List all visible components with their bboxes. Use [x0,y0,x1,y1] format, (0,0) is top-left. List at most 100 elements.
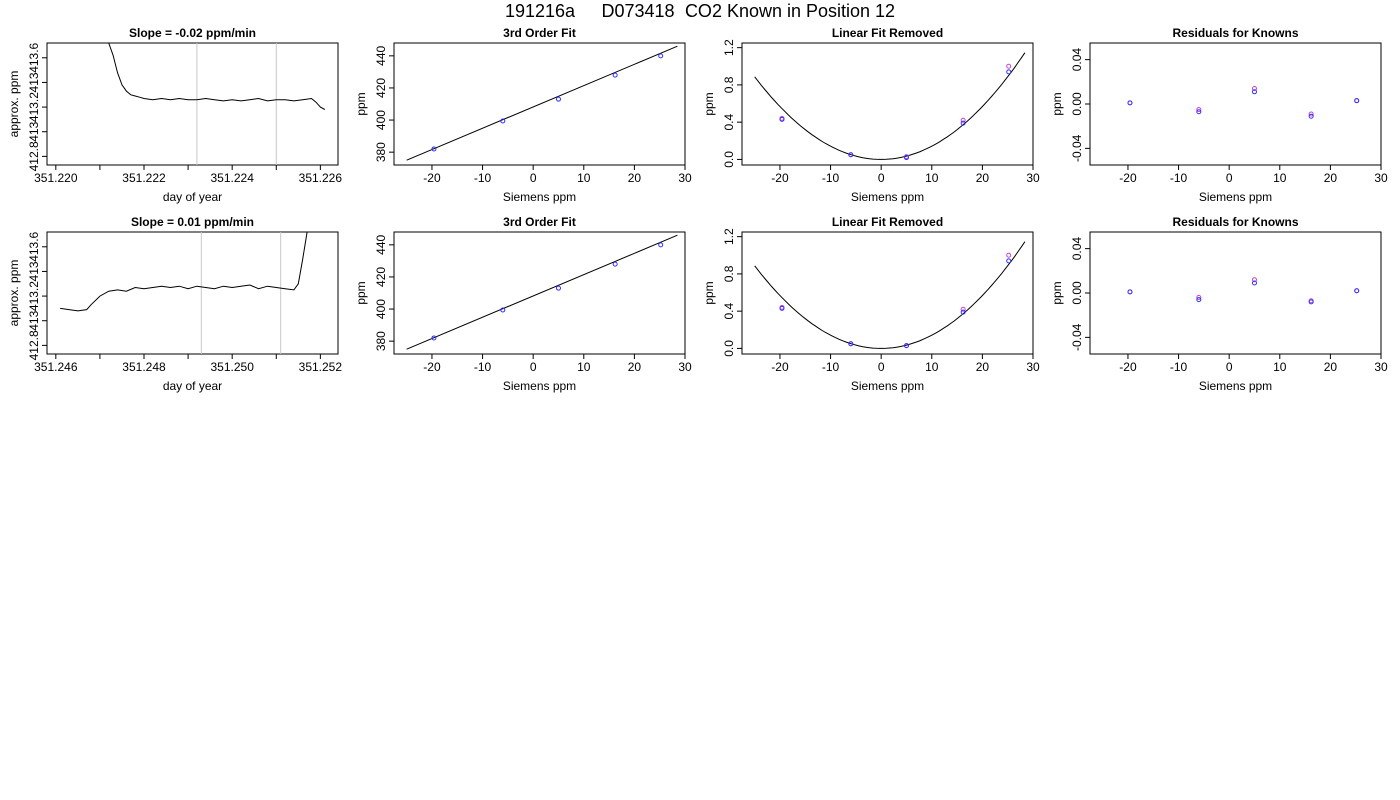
y-tick-label: 0.0 [722,340,736,357]
known-point-a [779,305,785,311]
y-tick-label: 412.8 [27,141,41,171]
plot-frame [46,231,339,355]
known-point-a [1006,69,1012,75]
x-tick-label: -20 [423,171,441,185]
x-tick-label: 0 [878,360,885,374]
known-point [431,335,437,341]
x-tick-label: -10 [474,360,492,374]
x-tick-label: 10 [1273,171,1287,185]
x-axis-label: Siemens ppm [1199,190,1272,204]
x-tick-label: 10 [577,171,591,185]
x-tick-label: 10 [925,360,939,374]
x-tick-label: 10 [1273,360,1287,374]
known-point [431,146,437,152]
x-axis-label: Siemens ppm [503,190,576,204]
known-point-a [1354,98,1360,104]
y-axis-label: ppm [702,92,716,115]
panel-r1c2: 3rd Order Fit -20 -10 0 10 20 30 Siemens ppm 380… [354,26,692,204]
y-tick-label: 413.2 [27,281,41,311]
y-tick-label: 413 [27,121,41,141]
main-title-desc: CO2 Known in Position 12 [685,1,895,21]
known-point [555,285,561,291]
panel-title: Residuals for Knowns [1172,215,1298,229]
known-point-a [1354,288,1360,294]
x-tick-label: 351.222 [122,171,166,185]
fit-line [406,234,678,350]
panel-r1c1: Slope = -0.02 ppm/min 351.220 351.222 351.2… [7,26,342,204]
x-tick-label: -10 [1170,171,1188,185]
x-tick-label: 20 [976,171,990,185]
x-tick-label: 351.220 [34,171,78,185]
known-point-a [1308,113,1314,119]
plot-frame [1089,231,1382,355]
y-axis-label: ppm [1050,92,1064,115]
x-tick-label: 351.248 [122,360,166,374]
x-axis-label: Siemens ppm [851,379,924,393]
y-tick-label: 413 [27,72,41,92]
panel-r2c2: 3rd Order Fit -20 -10 0 10 20 30 Siemens ppm 380… [354,215,692,393]
y-tick-label: 440 [374,46,388,66]
panel-title: Residuals for Knowns [1172,26,1298,40]
fit-line [406,45,678,161]
x-tick-label: 20 [628,171,642,185]
x-tick-label: 0 [1226,360,1233,374]
known-point [658,53,664,59]
y-tick-label: -0.04 [1070,134,1084,162]
known-point-a [1251,89,1257,95]
known-point [658,242,664,248]
ppm-trace-line [60,232,308,312]
plot-frame [1089,42,1382,166]
panel-title: Linear Fit Removed [832,26,943,40]
plot-area [108,43,326,165]
x-tick-label: -10 [822,360,840,374]
plot-frame [393,42,686,166]
known-point-b [1196,107,1202,113]
x-axis-label: Siemens ppm [1199,379,1272,393]
x-tick-label: 351.226 [299,171,343,185]
x-tick-label: 20 [1324,171,1338,185]
plot-frame [741,42,1034,166]
x-tick-label: 30 [1374,360,1388,374]
panel-title: Slope = 0.01 ppm/min [131,215,254,229]
x-tick-label: 30 [678,171,692,185]
plot-area [754,52,1026,160]
fit-curve-line [754,52,1026,160]
known-point-a [903,343,909,349]
known-point-b [960,117,966,123]
y-axis-label: ppm [702,281,716,304]
x-tick-label: 20 [1324,360,1338,374]
plot-area [60,232,308,354]
x-tick-label: -10 [1170,360,1188,374]
x-tick-label: -20 [1119,171,1137,185]
known-point-a [1308,299,1314,305]
known-point-a [960,120,966,126]
y-axis-label: ppm [354,281,368,304]
known-point [555,96,561,102]
x-tick-label: 351.224 [210,171,254,185]
y-tick-label: 380 [374,142,388,162]
main-title-run: 191216a [505,1,576,21]
x-tick-label: 30 [1374,171,1388,185]
main-title-id: D073418 [601,1,674,21]
plot-area [406,234,678,350]
x-tick-label: 351.252 [299,360,343,374]
plot-area [406,45,678,161]
x-tick-label: 351.250 [210,360,254,374]
y-tick-label: 420 [374,267,388,287]
known-point-a [1127,289,1133,295]
x-tick-label: 0 [1226,171,1233,185]
x-tick-label: -20 [1119,360,1137,374]
known-point-a [779,116,785,122]
known-point [612,261,618,267]
y-tick-label: -0.04 [1070,323,1084,351]
panel-title: Linear Fit Removed [832,215,943,229]
known-point-b [1308,111,1314,117]
y-axis-label: ppm [1050,281,1064,304]
x-tick-label: 0 [530,360,537,374]
x-tick-label: 0 [530,171,537,185]
x-tick-label: 10 [925,171,939,185]
y-tick-label: 1.2 [722,228,736,245]
x-axis-label: day of year [163,190,222,204]
y-axis-label: approx. ppm [7,71,21,138]
panels: Slope = -0.02 ppm/min 351.220 351.222 351.2… [7,26,1388,393]
